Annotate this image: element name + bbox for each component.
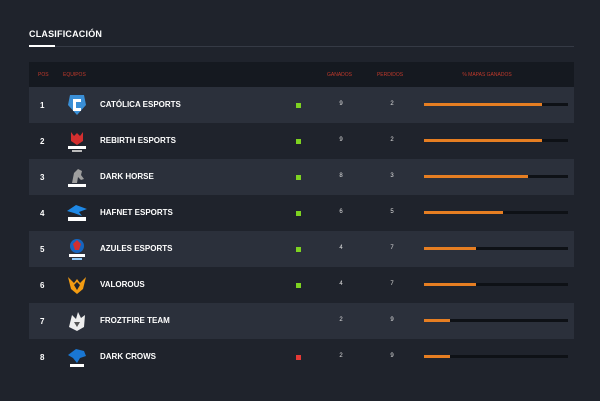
row-position: 5 bbox=[40, 245, 45, 254]
dark-horse-logo-icon bbox=[64, 165, 90, 189]
wins-value: 8 bbox=[339, 173, 343, 179]
losses-value: 5 bbox=[390, 209, 394, 215]
section-title: CLASIFICACIÓN bbox=[29, 29, 103, 39]
status-indicator bbox=[296, 247, 301, 252]
azules-esports-logo-icon bbox=[64, 237, 90, 261]
status-indicator bbox=[296, 103, 301, 108]
wins-value: 2 bbox=[339, 317, 343, 323]
table-header: POS EQUIPOS GANADOS PERDIDOS % MAPAS GAN… bbox=[29, 62, 574, 87]
maps-won-progress-fill bbox=[424, 175, 528, 178]
team-name[interactable]: VALOROUS bbox=[100, 280, 145, 289]
maps-won-progress-bar bbox=[424, 211, 568, 214]
team-name[interactable]: REBIRTH ESPORTS bbox=[100, 136, 177, 145]
status-indicator bbox=[296, 139, 301, 144]
maps-won-progress-bar bbox=[424, 139, 568, 142]
team-name[interactable]: DARK HORSE bbox=[100, 172, 154, 181]
maps-won-progress-bar bbox=[424, 175, 568, 178]
title-divider bbox=[29, 46, 574, 47]
losses-value: 9 bbox=[390, 317, 394, 323]
table-row[interactable]: 1 CATÓLICA ESPORTS 9 2 bbox=[29, 87, 574, 123]
team-name[interactable]: AZULES ESPORTS bbox=[100, 244, 173, 253]
header-won: GANADOS bbox=[327, 72, 353, 78]
table-body: 1 CATÓLICA ESPORTS 9 2 2 REBIRTH ESPORTS 9 2 3 DA… bbox=[29, 87, 574, 375]
table-row[interactable]: 3 DARK HORSE 8 3 bbox=[29, 159, 574, 195]
catolica-esports-logo-icon bbox=[64, 93, 90, 117]
team-name[interactable]: FROZTFIRE TEAM bbox=[100, 316, 170, 325]
wins-value: 4 bbox=[339, 281, 343, 287]
maps-won-progress-bar bbox=[424, 247, 568, 250]
wins-value: 2 bbox=[339, 353, 343, 359]
status-indicator bbox=[296, 355, 301, 360]
losses-value: 2 bbox=[390, 137, 394, 143]
standings-table: POS EQUIPOS GANADOS PERDIDOS % MAPAS GAN… bbox=[29, 62, 574, 375]
row-position: 2 bbox=[40, 137, 45, 146]
status-indicator bbox=[296, 211, 301, 216]
maps-won-progress-fill bbox=[424, 103, 543, 106]
maps-won-progress-bar bbox=[424, 103, 568, 106]
wins-value: 9 bbox=[339, 101, 343, 107]
row-position: 7 bbox=[40, 317, 45, 326]
maps-won-progress-fill bbox=[424, 211, 504, 214]
maps-won-progress-bar bbox=[424, 355, 568, 358]
status-indicator bbox=[296, 319, 301, 324]
losses-value: 7 bbox=[390, 245, 394, 251]
table-row[interactable]: 2 REBIRTH ESPORTS 9 2 bbox=[29, 123, 574, 159]
losses-value: 7 bbox=[390, 281, 394, 287]
rebirth-esports-logo-icon bbox=[64, 129, 90, 153]
table-row[interactable]: 5 AZULES ESPORTS 4 7 bbox=[29, 231, 574, 267]
team-name[interactable]: DARK CROWS bbox=[100, 352, 156, 361]
status-indicator bbox=[296, 283, 301, 288]
team-name[interactable]: CATÓLICA ESPORTS bbox=[100, 100, 181, 109]
losses-value: 2 bbox=[390, 101, 394, 107]
row-position: 4 bbox=[40, 209, 45, 218]
table-row[interactable]: 6 VALOROUS 4 7 bbox=[29, 267, 574, 303]
froztfire-team-logo-icon bbox=[64, 309, 90, 333]
maps-won-progress-fill bbox=[424, 247, 476, 250]
table-row[interactable]: 7 FROZTFIRE TEAM 2 9 bbox=[29, 303, 574, 339]
wins-value: 9 bbox=[339, 137, 343, 143]
hafnet-esports-logo-icon bbox=[64, 201, 90, 225]
header-team: EQUIPOS bbox=[63, 72, 86, 78]
status-indicator bbox=[296, 175, 301, 180]
table-row[interactable]: 8 DARK CROWS 2 9 bbox=[29, 339, 574, 375]
maps-won-progress-fill bbox=[424, 319, 450, 322]
maps-won-progress-fill bbox=[424, 139, 543, 142]
maps-won-progress-bar bbox=[424, 319, 568, 322]
header-lost: PERDIDOS bbox=[376, 72, 404, 78]
maps-won-progress-bar bbox=[424, 283, 568, 286]
row-position: 3 bbox=[40, 173, 45, 182]
losses-value: 9 bbox=[390, 353, 394, 359]
header-pos: POS bbox=[38, 72, 49, 78]
maps-won-progress-fill bbox=[424, 283, 476, 286]
row-position: 1 bbox=[40, 101, 45, 110]
row-position: 8 bbox=[40, 353, 45, 362]
table-row[interactable]: 4 HAFNET ESPORTS 6 5 bbox=[29, 195, 574, 231]
header-pct: % MAPAS GANADOS bbox=[462, 72, 512, 78]
wins-value: 6 bbox=[339, 209, 343, 215]
wins-value: 4 bbox=[339, 245, 343, 251]
team-name[interactable]: HAFNET ESPORTS bbox=[100, 208, 173, 217]
valorous-logo-icon bbox=[64, 273, 90, 297]
row-position: 6 bbox=[40, 281, 45, 290]
maps-won-progress-fill bbox=[424, 355, 450, 358]
losses-value: 3 bbox=[390, 173, 394, 179]
dark-crows-logo-icon bbox=[64, 345, 90, 369]
title-accent bbox=[29, 45, 55, 47]
